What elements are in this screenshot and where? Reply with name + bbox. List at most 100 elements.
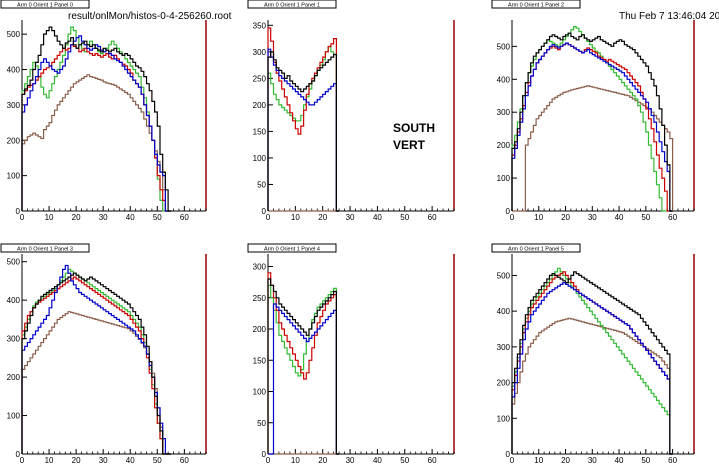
y-tick-label-1-4: 200 [253, 101, 267, 110]
x-tick-label-0-2: 20 [72, 213, 81, 222]
y-tick-label-0-4: 400 [7, 66, 21, 75]
series-blue-2 [511, 42, 673, 212]
x-tick-label-0-3: 30 [99, 213, 108, 222]
series-green-4 [267, 284, 340, 455]
panel-title-box-5 [491, 243, 581, 253]
x-tick-label-4-4: 40 [373, 456, 382, 464]
x-tick-label-1-0: 0 [266, 213, 271, 222]
x-tick-label-1-1: 10 [291, 213, 300, 222]
x-tick-label-2-1: 10 [534, 213, 543, 222]
y-tick-label-1-6: 300 [253, 48, 267, 57]
panel-title-1: Arm 0 Orient 1 Panel 1 [264, 3, 320, 9]
panel-title-box-4 [247, 243, 337, 253]
series-red-1 [267, 27, 340, 212]
x-tick-label-0-0: 0 [20, 213, 25, 222]
x-tick-label-3-2: 20 [72, 456, 81, 464]
x-tick-label-3-6: 60 [180, 456, 189, 464]
x-tick-label-0-5: 50 [153, 213, 162, 222]
x-tick-label-2-2: 20 [561, 213, 570, 222]
y-tick-label-4-3: 150 [253, 356, 267, 365]
series-red-3 [21, 276, 171, 455]
panel-title-5: Arm 0 Orient 1 Panel 5 [508, 247, 564, 253]
series-blue-4 [268, 303, 340, 455]
series-red-0 [21, 44, 171, 212]
y-tick-label-1-5: 250 [253, 74, 267, 83]
side-label-south: SOUTH [393, 121, 435, 135]
x-tick-label-4-1: 10 [291, 456, 300, 464]
x-tick-label-2-0: 0 [510, 213, 515, 222]
panel-title-box-0 [0, 0, 90, 9]
series-green-3 [21, 268, 171, 455]
y-tick-label-4-6: 300 [253, 263, 267, 272]
series-brown-0 [21, 74, 171, 212]
y-tick-label-1-7: 350 [253, 21, 267, 30]
y-tick-label-2-1: 100 [497, 174, 511, 183]
timestamp-label: Thu Feb 7 13:46:04 2008 [619, 11, 719, 22]
y-tick-label-2-3: 300 [497, 108, 511, 117]
x-tick-label-4-5: 50 [400, 456, 409, 464]
x-tick-label-0-1: 10 [45, 213, 54, 222]
y-tick-label-1-0: 0 [262, 207, 267, 216]
y-tick-label-1-1: 50 [257, 180, 266, 189]
y-tick-label-0-2: 200 [7, 136, 21, 145]
series-red-4 [267, 272, 340, 455]
x-tick-label-0-4: 40 [126, 213, 135, 222]
x-tick-label-5-2: 20 [561, 456, 570, 464]
y-tick-label-4-1: 50 [257, 419, 266, 428]
y-tick-label-5-2: 200 [497, 379, 511, 388]
x-tick-label-1-6: 60 [428, 213, 437, 222]
x-tick-label-5-1: 10 [534, 456, 543, 464]
x-tick-label-1-5: 50 [400, 213, 409, 222]
y-tick-label-2-5: 500 [497, 42, 511, 51]
panel-title-4: Arm 0 Orient 1 Panel 4 [264, 247, 320, 253]
y-tick-label-4-0: 0 [262, 450, 267, 459]
x-tick-label-1-3: 30 [346, 213, 355, 222]
side-label-vert: VERT [393, 138, 426, 152]
series-brown-2 [512, 85, 674, 212]
series-blue-5 [511, 282, 673, 455]
series-blue-3 [21, 264, 171, 455]
y-tick-label-1-3: 150 [253, 127, 267, 136]
panel-title-box-3 [0, 243, 90, 253]
y-tick-label-1-2: 100 [253, 154, 267, 163]
x-tick-label-1-2: 20 [318, 213, 327, 222]
x-tick-label-3-4: 40 [126, 456, 135, 464]
x-tick-label-3-1: 10 [45, 456, 54, 464]
x-tick-label-2-4: 40 [615, 213, 624, 222]
y-tick-label-0-0: 0 [16, 207, 21, 216]
series-black-4 [267, 278, 340, 455]
y-tick-label-5-1: 100 [497, 414, 511, 423]
x-tick-label-4-6: 60 [428, 456, 437, 464]
x-tick-label-2-6: 60 [668, 213, 677, 222]
x-tick-label-2-5: 50 [641, 213, 650, 222]
y-tick-label-2-2: 200 [497, 141, 511, 150]
panel-title-box-1 [247, 0, 337, 9]
x-tick-label-0-6: 60 [180, 213, 189, 222]
x-tick-label-4-0: 0 [266, 456, 271, 464]
y-tick-label-5-3: 300 [497, 343, 511, 352]
y-tick-label-3-2: 200 [7, 373, 21, 382]
y-tick-label-0-5: 500 [7, 30, 21, 39]
y-tick-label-3-3: 300 [7, 335, 21, 344]
y-tick-label-5-5: 500 [497, 271, 511, 280]
series-brown-3 [21, 311, 171, 455]
y-tick-label-5-0: 0 [506, 450, 511, 459]
x-tick-label-5-3: 30 [588, 456, 597, 464]
y-tick-label-4-4: 200 [253, 325, 267, 334]
series-black-1 [267, 51, 340, 212]
y-tick-label-3-5: 500 [7, 258, 21, 267]
series-black-0 [21, 26, 171, 212]
x-tick-label-4-3: 30 [346, 456, 355, 464]
x-tick-label-5-4: 40 [615, 456, 624, 464]
x-tick-label-3-0: 0 [20, 456, 25, 464]
series-blue-1 [267, 48, 340, 212]
y-tick-label-3-1: 100 [7, 412, 21, 421]
panel-title-0: Arm 0 Orient 1 Panel 0 [17, 3, 73, 9]
y-tick-label-3-4: 400 [7, 296, 21, 305]
y-tick-label-4-5: 250 [253, 294, 267, 303]
series-black-5 [511, 271, 673, 455]
series-black-2 [511, 32, 673, 212]
x-tick-label-5-6: 60 [668, 456, 677, 464]
panel-title-2: Arm 0 Orient 1 Panel 2 [508, 3, 564, 9]
y-tick-label-2-4: 400 [497, 75, 511, 84]
